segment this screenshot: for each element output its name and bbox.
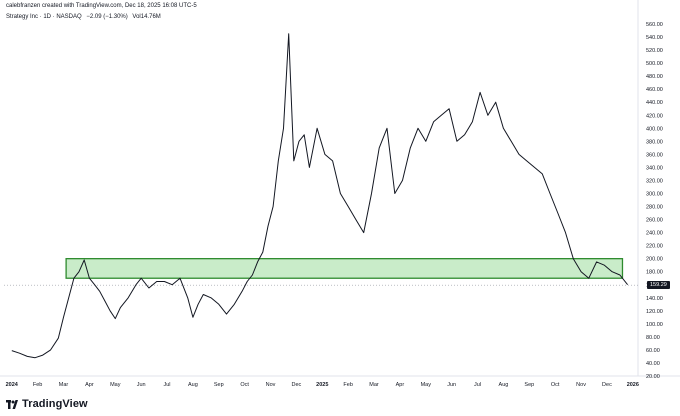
x-tick-label: 2026: [627, 382, 639, 388]
x-tick-label: Jul: [474, 382, 481, 388]
x-tick-label: Jun: [447, 382, 456, 388]
x-tick-label: 2025: [316, 382, 328, 388]
y-tick-label: 440.00: [646, 100, 663, 106]
y-tick-label: 480.00: [646, 74, 663, 80]
y-tick-label: 80.00: [646, 335, 660, 341]
x-tick-label: Aug: [188, 382, 198, 388]
y-tick-label: 140.00: [646, 296, 663, 302]
y-tick-label: 380.00: [646, 139, 663, 145]
x-tick-label: May: [421, 382, 432, 388]
tradingview-logo-icon: [6, 400, 18, 409]
y-tick-label: 360.00: [646, 152, 663, 158]
x-tick-label: 2024: [6, 382, 19, 388]
x-tick-label: Oct: [240, 382, 249, 388]
x-tick-label: Oct: [551, 382, 560, 388]
x-tick-label: Sep: [214, 382, 224, 388]
x-tick-label: Feb: [343, 382, 352, 388]
legend-symbol: Strategy Inc · 1D · NASDAQ: [6, 14, 82, 20]
brand-name: TradingView: [22, 398, 88, 410]
x-tick-label: Jun: [137, 382, 146, 388]
y-tick-label: 280.00: [646, 205, 663, 211]
y-tick-label: 520.00: [646, 48, 663, 54]
x-tick-label: Mar: [369, 382, 379, 388]
y-tick-label: 200.00: [646, 257, 663, 263]
y-tick-label: 540.00: [646, 35, 663, 41]
x-tick-label: Apr: [396, 382, 405, 388]
legend-volume: Vol14.76M: [132, 14, 161, 20]
x-tick-label: Nov: [266, 382, 276, 388]
x-tick-label: Mar: [59, 382, 69, 388]
x-tick-label: Sep: [524, 382, 534, 388]
footer-bar: [0, 394, 680, 416]
y-tick-label: 240.00: [646, 231, 663, 237]
y-tick-label: 420.00: [646, 113, 663, 119]
y-tick-label: 260.00: [646, 218, 663, 224]
y-tick-label: 20.00: [646, 374, 660, 380]
symbol-legend: Strategy Inc · 1D · NASDAQ −2.09 (−1.30%…: [6, 14, 164, 20]
x-tick-label: Dec: [602, 382, 612, 388]
y-tick-label: 300.00: [646, 191, 663, 197]
y-tick-label: 40.00: [646, 361, 660, 367]
legend-change: −2.09 (−1.30%): [86, 14, 128, 20]
x-tick-label: May: [110, 382, 121, 388]
price-series-line: [11, 33, 628, 359]
x-tick-label: Dec: [292, 382, 302, 388]
x-tick-label: Jul: [164, 382, 171, 388]
last-price-label: 159.29: [647, 281, 670, 290]
y-tick-label: 180.00: [646, 270, 663, 276]
y-tick-label: 560.00: [646, 22, 663, 28]
y-tick-label: 500.00: [646, 61, 663, 67]
x-tick-label: Feb: [33, 382, 42, 388]
y-tick-label: 60.00: [646, 348, 660, 354]
y-tick-label: 120.00: [646, 309, 663, 315]
x-tick-label: Nov: [576, 382, 586, 388]
chart-credit: calebfranzen created with TradingView.co…: [6, 3, 197, 9]
y-tick-label: 400.00: [646, 126, 663, 132]
y-tick-label: 100.00: [646, 322, 663, 328]
y-tick-label: 340.00: [646, 165, 663, 171]
support-zone: [65, 258, 624, 279]
x-tick-label: Aug: [499, 382, 509, 388]
y-tick-label: 220.00: [646, 244, 663, 250]
x-tick-label: Apr: [85, 382, 94, 388]
y-tick-label: 320.00: [646, 178, 663, 184]
y-tick-label: 460.00: [646, 87, 663, 93]
